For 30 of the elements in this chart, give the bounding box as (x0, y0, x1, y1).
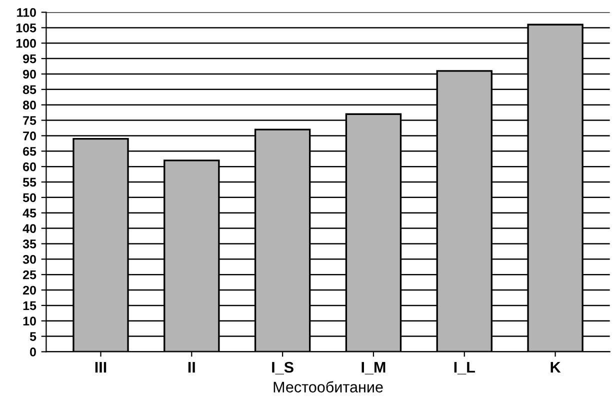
y-tick-label: 55 (22, 178, 36, 187)
x-tick-label: I_S (272, 362, 294, 374)
y-tick-label: 70 (23, 132, 36, 140)
y-tick-label: 35 (22, 240, 36, 248)
x-tick-label: I_L (454, 362, 475, 374)
y-tick-label: 90 (23, 70, 36, 79)
y-tick-label: 85 (22, 85, 36, 94)
y-tick-label: 10 (23, 316, 36, 326)
y-tick-label: 75 (23, 116, 36, 125)
y-tick-label: 100 (16, 38, 36, 48)
y-tick-label: 50 (22, 193, 36, 202)
x-tick-label: II (188, 362, 195, 373)
y-tick-label: 95 (23, 54, 36, 64)
y-tick-label: 80 (22, 100, 36, 110)
y-tick-label: 65 (23, 146, 36, 156)
y-tick-label: 30 (22, 254, 36, 264)
y-tick-label: 15 (23, 301, 36, 310)
y-tick-label: 105 (16, 24, 36, 32)
x-tick-label: I_M (362, 362, 386, 374)
y-tick-label: 25 (23, 270, 36, 280)
y-tick-label: 20 (23, 286, 36, 295)
x-tick-label: III (95, 362, 106, 373)
x-tick-label: K (550, 362, 561, 373)
y-tick-label: 110 (17, 8, 36, 17)
x-axis-title: Местообитание (274, 381, 383, 392)
y-tick-label: 45 (22, 208, 36, 218)
y-tick-label: 5 (30, 332, 36, 341)
y-tick-label: 40 (22, 224, 36, 233)
y-tick-label: 60 (23, 162, 36, 172)
y-tick-label: 0 (30, 348, 36, 356)
